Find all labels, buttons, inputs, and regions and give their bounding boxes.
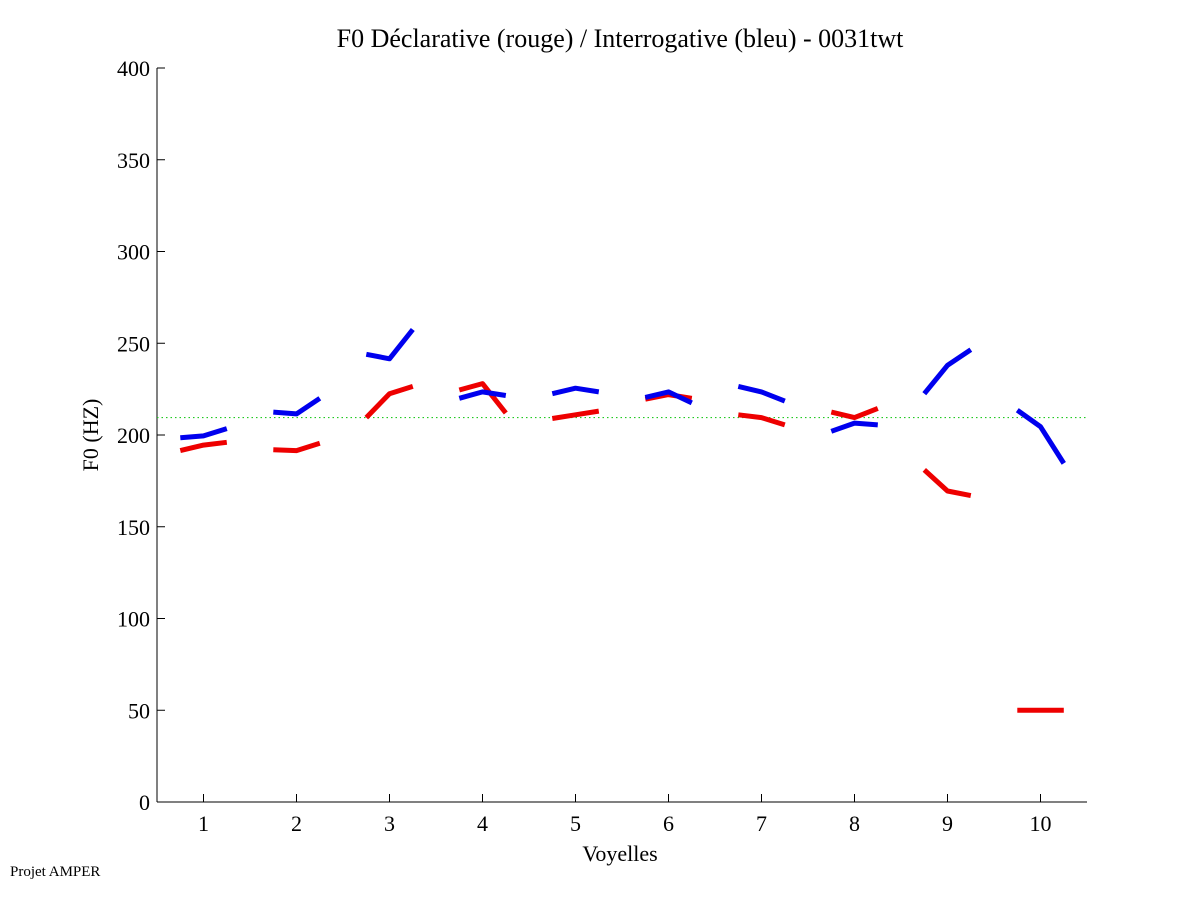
- chart-title: F0 Déclarative (rouge) / Interrogative (…: [337, 24, 905, 53]
- y-tick-label: 150: [117, 515, 150, 540]
- x-tick-label: 1: [198, 811, 209, 836]
- y-tick-label: 250: [117, 331, 150, 356]
- x-tick-label: 6: [663, 811, 674, 836]
- x-tick-label: 5: [570, 811, 581, 836]
- declarative-segment-vowel-7: [738, 412, 786, 428]
- y-axis-label: F0 (HZ): [78, 399, 103, 472]
- interrogative-segment-vowel-2: [273, 396, 322, 417]
- interrogative-segment-vowel-5: [551, 385, 600, 397]
- interrogative-segment-vowel-3: [365, 327, 415, 362]
- interrogative-segment-vowel-4: [458, 389, 507, 401]
- footer-credit: Projet AMPER: [10, 864, 101, 880]
- x-tick-label: 4: [477, 811, 488, 836]
- x-axis-label: Voyelles: [582, 841, 657, 866]
- interrogative-segment-vowel-1: [180, 426, 228, 441]
- interrogative-segment-vowel-9: [922, 347, 973, 396]
- series-layer: [157, 327, 1087, 713]
- interrogative-segment-vowel-7: [737, 383, 786, 404]
- y-tick-label: 50: [128, 698, 150, 723]
- interrogative-segment-vowel-8: [830, 420, 878, 434]
- y-tick-label: 300: [117, 240, 150, 265]
- x-tick-label: 7: [756, 811, 767, 836]
- declarative-segment-vowel-3: [364, 384, 414, 420]
- declarative-segment-vowel-4: [458, 381, 508, 415]
- x-tick-label: 2: [291, 811, 302, 836]
- plot-area: 0 50 100 150 200 250 300 350 400 1 2 3 4 5 6 7 8 9 10: [117, 56, 1087, 836]
- declarative-segment-vowel-5: [551, 408, 600, 421]
- x-tick-label: 8: [849, 811, 860, 836]
- x-tick-label: 10: [1030, 811, 1052, 836]
- y-tick-label: 0: [139, 790, 150, 815]
- y-tick-label: 200: [117, 423, 150, 448]
- declarative-segment-vowel-1: [179, 439, 228, 454]
- interrogative-segment-vowel-6: [644, 389, 693, 406]
- y-tick-label: 400: [117, 56, 150, 81]
- x-tick-label: 3: [384, 811, 395, 836]
- y-tick-label: 350: [117, 148, 150, 173]
- interrogative-segment-vowel-10: [1015, 408, 1066, 465]
- declarative-segment-vowel-2: [273, 440, 321, 454]
- x-tick-label: 9: [942, 811, 953, 836]
- y-tick-label: 100: [117, 607, 150, 632]
- declarative-segment-vowel-8: [830, 406, 879, 421]
- declarative-segment-vowel-9: [922, 468, 972, 499]
